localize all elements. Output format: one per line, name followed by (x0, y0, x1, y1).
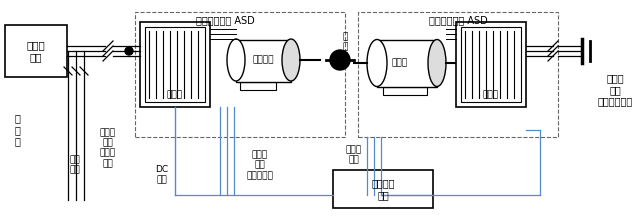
Text: DC
电压: DC 电压 (156, 165, 168, 185)
Bar (135, 12, 345, 137)
Text: 数据采集
系统: 数据采集 系统 (371, 178, 395, 200)
Text: 测功机: 测功机 (392, 59, 408, 67)
Ellipse shape (282, 39, 300, 81)
Text: 变频器
输入
电压、
电流: 变频器 输入 电压、 电流 (100, 128, 116, 168)
Text: 可编程
电源: 可编程 电源 (27, 40, 45, 62)
Bar (456, 22, 526, 107)
Bar (358, 12, 558, 137)
Bar (5, 25, 67, 77)
Text: 驱动器: 驱动器 (167, 90, 183, 100)
Bar (140, 22, 210, 107)
Bar (461, 27, 521, 102)
Ellipse shape (428, 39, 446, 87)
Text: 驱动器: 驱动器 (483, 90, 499, 100)
Text: 联
轴
器: 联 轴 器 (342, 32, 348, 62)
Bar (240, 82, 276, 89)
Text: 断
路
器: 断 路 器 (14, 113, 20, 147)
Bar (377, 40, 437, 87)
Text: 转速与
转矩: 转速与 转矩 (346, 145, 362, 165)
Ellipse shape (367, 39, 387, 87)
Bar (145, 27, 205, 102)
Ellipse shape (227, 39, 245, 81)
Bar (333, 170, 433, 208)
Circle shape (330, 50, 350, 70)
Text: 试验室
电源
（能量回馈）: 试验室 电源 （能量回馈） (597, 73, 632, 107)
Bar (236, 39, 291, 82)
Bar (383, 87, 427, 95)
Text: 模拟负载及其 ASD: 模拟负载及其 ASD (429, 15, 488, 25)
Text: 变频器
输出
电压、电流: 变频器 输出 电压、电流 (246, 150, 273, 180)
Text: 被测电机及其 ASD: 被测电机及其 ASD (196, 15, 254, 25)
Text: 电机负载: 电机负载 (252, 56, 274, 64)
Text: 试验
电源: 试验 电源 (70, 155, 81, 175)
Circle shape (125, 47, 133, 55)
